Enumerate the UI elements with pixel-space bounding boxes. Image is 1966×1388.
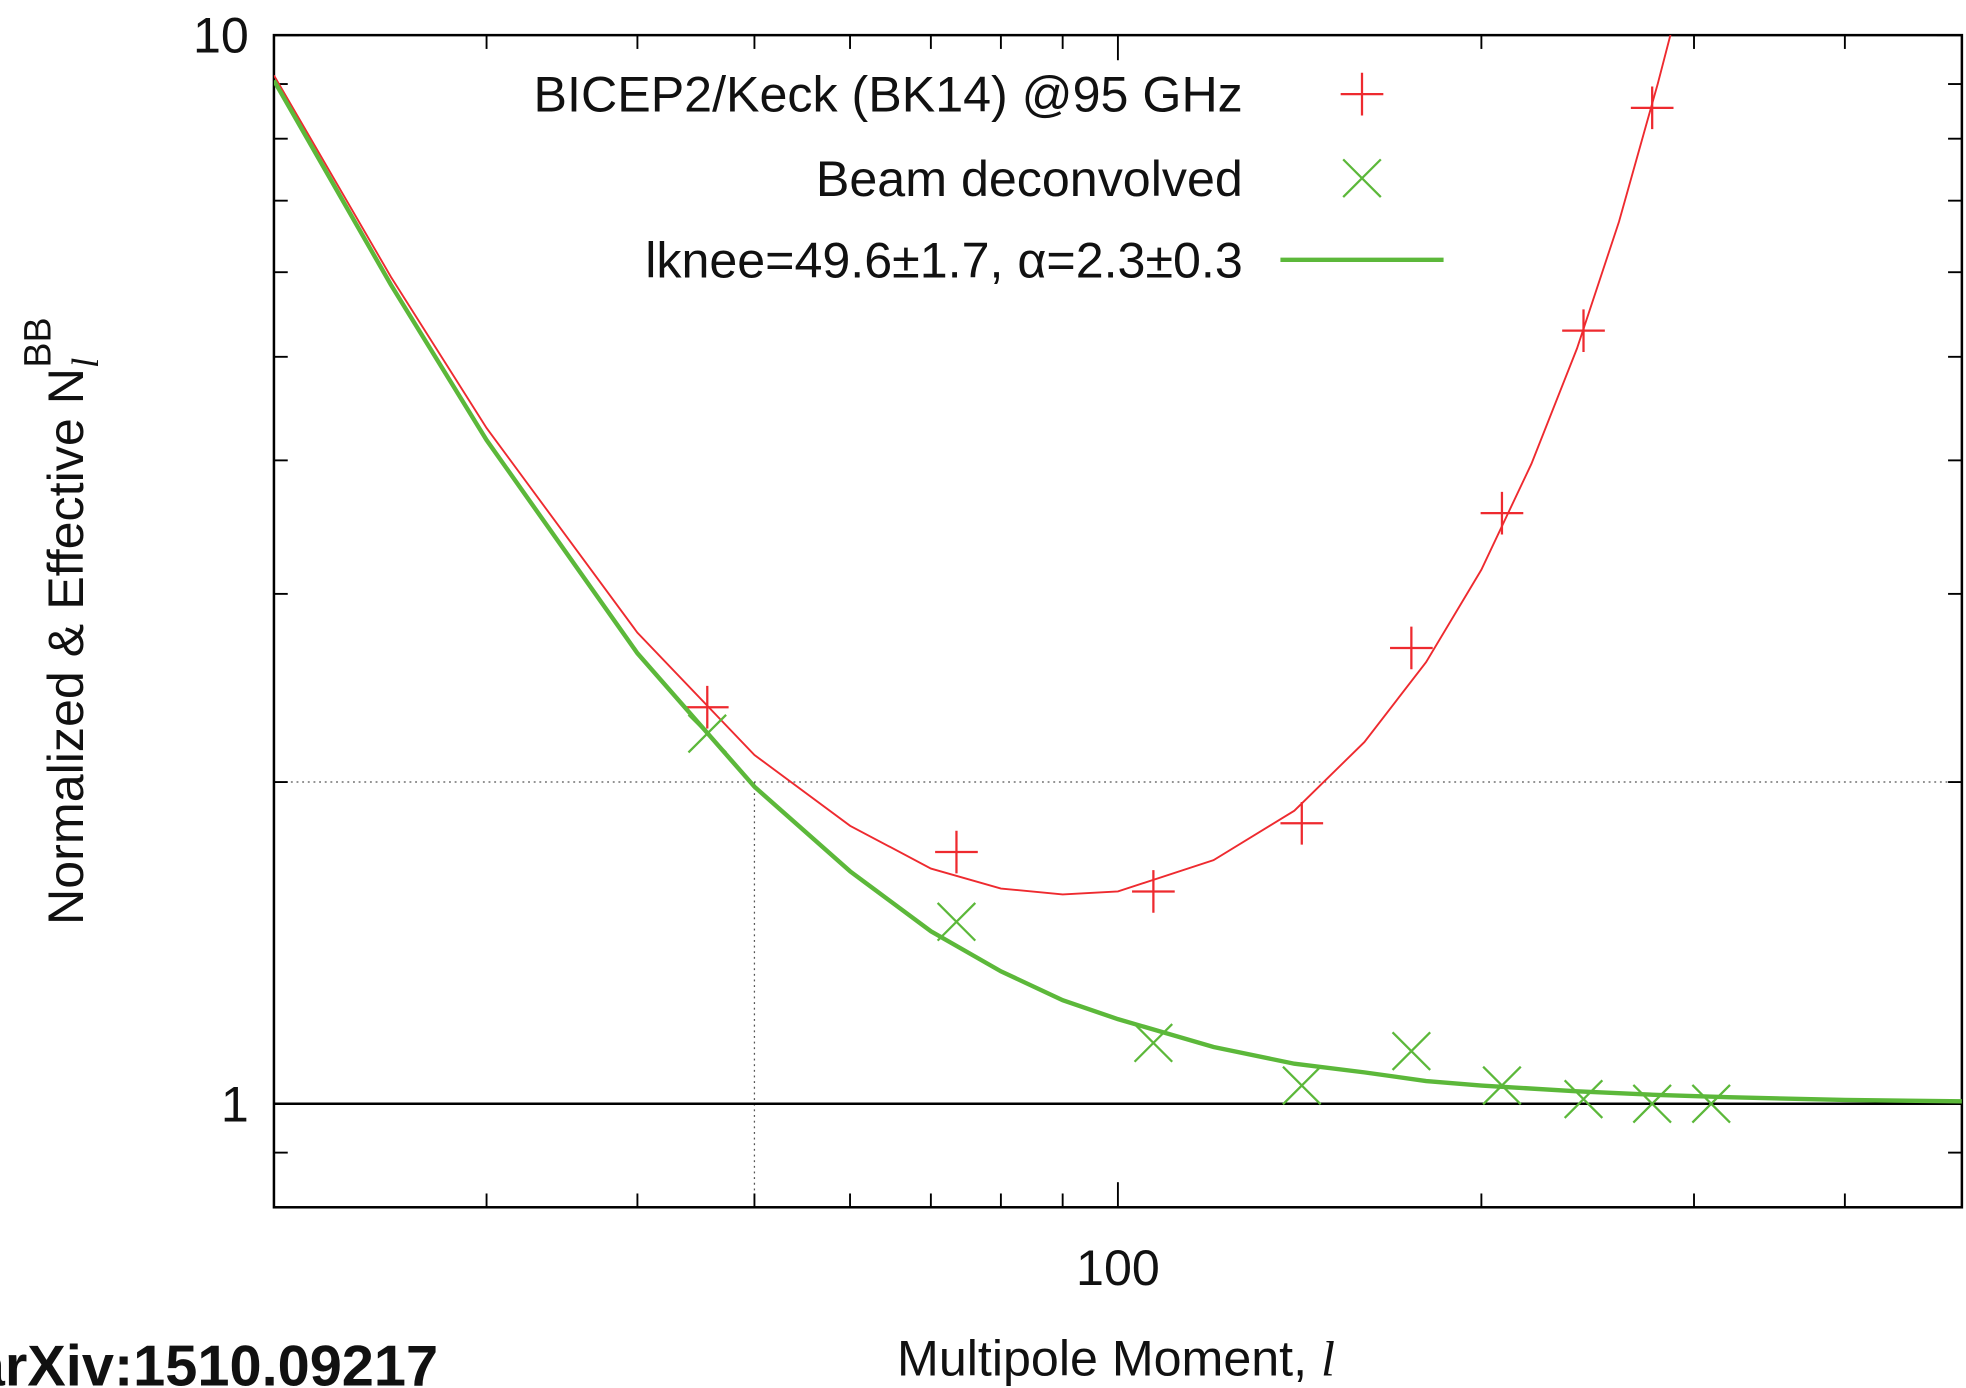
data-point	[1133, 1023, 1174, 1063]
data-point	[935, 830, 978, 874]
legend-swatch	[1340, 72, 1384, 116]
y-tick-label: 10	[193, 8, 249, 64]
data-point	[1280, 801, 1324, 845]
data-point	[1632, 1084, 1672, 1124]
y-axis-label-text: Normalized & Effective N	[38, 368, 94, 925]
legend-swatch	[1342, 158, 1382, 198]
data-point	[1391, 1031, 1431, 1071]
x-axis-label: Multipole Moment, l	[897, 1330, 1335, 1386]
plot-frame	[272, 33, 1964, 1209]
plot-area	[273, 35, 1962, 1124]
data-point	[1691, 1084, 1731, 1124]
data-point	[1563, 1079, 1604, 1119]
y-axis-label-sup: BB	[17, 317, 59, 367]
x-axis-label-symbol: l	[1321, 1330, 1335, 1386]
y-tick-label: 1	[221, 1076, 249, 1132]
data-point	[1630, 86, 1674, 130]
fit-line	[273, 79, 1962, 1104]
fit-line	[273, 35, 1672, 896]
x-axis-label-text: Multipole Moment,	[897, 1330, 1321, 1386]
data-point	[685, 685, 729, 729]
legend-label: BICEP2/Keck (BK14) @95 GHz	[534, 67, 1243, 123]
data-point	[1132, 870, 1175, 913]
data-point	[1562, 309, 1605, 352]
data-point	[1282, 1065, 1322, 1106]
legend-label: lknee=49.6±1.7, α=2.3±0.3	[645, 232, 1243, 288]
legend-label: Beam deconvolved	[816, 151, 1243, 207]
data-point	[936, 902, 977, 942]
annotation: arXiv:1510.09217	[0, 1334, 438, 1388]
data-point	[1480, 491, 1524, 535]
y-axis-label-sub: l	[65, 358, 107, 368]
y-axis-label: Normalized & Effective Nl BB	[17, 317, 108, 925]
data-point	[1390, 626, 1433, 670]
x-tick-label: 100	[1076, 1240, 1160, 1296]
